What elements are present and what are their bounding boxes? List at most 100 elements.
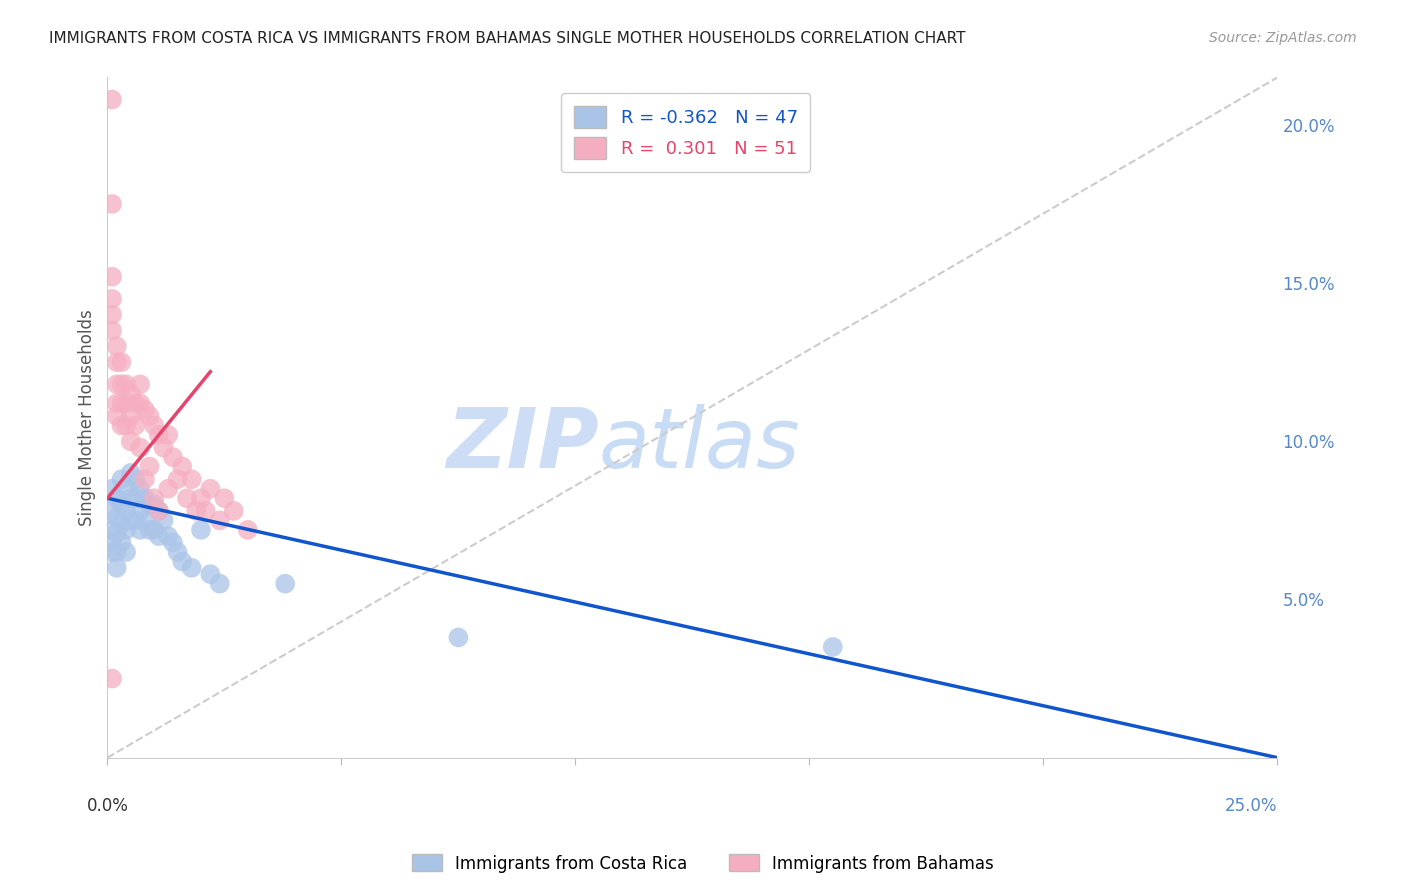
Point bbox=[115, 377, 138, 392]
Point bbox=[101, 197, 124, 211]
Point bbox=[172, 554, 194, 568]
Point bbox=[222, 504, 245, 518]
Point bbox=[194, 504, 217, 518]
Point bbox=[143, 498, 166, 512]
Point bbox=[110, 396, 132, 410]
Point bbox=[162, 450, 184, 464]
Point bbox=[447, 631, 470, 645]
Y-axis label: Single Mother Households: Single Mother Households bbox=[79, 310, 96, 526]
Point bbox=[152, 441, 174, 455]
Point bbox=[101, 672, 124, 686]
Point bbox=[110, 472, 132, 486]
Point bbox=[180, 472, 202, 486]
Point bbox=[115, 396, 138, 410]
Point bbox=[110, 535, 132, 549]
Point bbox=[129, 441, 152, 455]
Point bbox=[101, 324, 124, 338]
Point bbox=[200, 567, 222, 582]
Point bbox=[162, 535, 184, 549]
Point bbox=[157, 428, 180, 442]
Point bbox=[101, 504, 124, 518]
Point bbox=[180, 561, 202, 575]
Legend: R = -0.362   N = 47, R =  0.301   N = 51: R = -0.362 N = 47, R = 0.301 N = 51 bbox=[561, 94, 810, 171]
Point bbox=[115, 418, 138, 433]
Point bbox=[143, 523, 166, 537]
Point bbox=[214, 491, 236, 506]
Point bbox=[105, 355, 128, 369]
Point bbox=[134, 491, 156, 506]
Point bbox=[115, 523, 138, 537]
Point bbox=[105, 545, 128, 559]
Point bbox=[138, 498, 160, 512]
Point bbox=[105, 510, 128, 524]
Point bbox=[110, 418, 132, 433]
Point bbox=[138, 523, 160, 537]
Point bbox=[124, 513, 146, 527]
Text: ZIP: ZIP bbox=[446, 404, 599, 485]
Point bbox=[110, 377, 132, 392]
Point bbox=[115, 504, 138, 518]
Legend: Immigrants from Costa Rica, Immigrants from Bahamas: Immigrants from Costa Rica, Immigrants f… bbox=[405, 847, 1001, 880]
Point bbox=[152, 513, 174, 527]
Point bbox=[110, 355, 132, 369]
Point bbox=[101, 545, 124, 559]
Point bbox=[120, 434, 142, 449]
Point bbox=[172, 459, 194, 474]
Point bbox=[236, 523, 259, 537]
Point bbox=[166, 472, 188, 486]
Point bbox=[124, 396, 146, 410]
Point bbox=[166, 545, 188, 559]
Point bbox=[157, 482, 180, 496]
Point bbox=[143, 491, 166, 506]
Point bbox=[101, 308, 124, 322]
Point bbox=[105, 491, 128, 506]
Point bbox=[134, 402, 156, 417]
Point bbox=[148, 504, 170, 518]
Point bbox=[148, 504, 170, 518]
Point bbox=[105, 339, 128, 353]
Text: Source: ZipAtlas.com: Source: ZipAtlas.com bbox=[1209, 31, 1357, 45]
Point bbox=[186, 504, 208, 518]
Point bbox=[124, 418, 146, 433]
Point bbox=[208, 513, 231, 527]
Text: 25.0%: 25.0% bbox=[1225, 797, 1278, 814]
Point bbox=[129, 396, 152, 410]
Point bbox=[120, 466, 142, 480]
Point bbox=[124, 472, 146, 486]
Point bbox=[120, 387, 142, 401]
Point bbox=[134, 513, 156, 527]
Point bbox=[134, 472, 156, 486]
Point bbox=[129, 504, 152, 518]
Point bbox=[105, 396, 128, 410]
Point bbox=[190, 491, 212, 506]
Point bbox=[105, 377, 128, 392]
Point bbox=[115, 545, 138, 559]
Point bbox=[120, 513, 142, 527]
Point bbox=[120, 491, 142, 506]
Point bbox=[101, 93, 124, 107]
Point bbox=[105, 561, 128, 575]
Point bbox=[821, 640, 844, 654]
Point bbox=[157, 529, 180, 543]
Point bbox=[148, 529, 170, 543]
Point bbox=[105, 526, 128, 541]
Point bbox=[124, 491, 146, 506]
Point bbox=[129, 482, 152, 496]
Text: IMMIGRANTS FROM COSTA RICA VS IMMIGRANTS FROM BAHAMAS SINGLE MOTHER HOUSEHOLDS C: IMMIGRANTS FROM COSTA RICA VS IMMIGRANTS… bbox=[49, 31, 966, 46]
Point bbox=[138, 459, 160, 474]
Point bbox=[120, 409, 142, 423]
Point bbox=[190, 523, 212, 537]
Point bbox=[143, 418, 166, 433]
Text: atlas: atlas bbox=[599, 404, 800, 485]
Point bbox=[138, 409, 160, 423]
Point bbox=[200, 482, 222, 496]
Point bbox=[101, 482, 124, 496]
Point bbox=[101, 292, 124, 306]
Point bbox=[115, 482, 138, 496]
Point bbox=[129, 523, 152, 537]
Point bbox=[101, 523, 124, 537]
Point bbox=[105, 409, 128, 423]
Point bbox=[101, 269, 124, 284]
Point bbox=[110, 516, 132, 531]
Point bbox=[101, 535, 124, 549]
